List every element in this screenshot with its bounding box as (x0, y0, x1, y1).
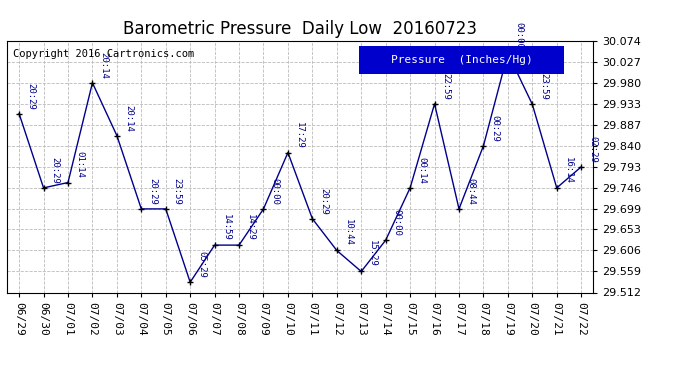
Text: 20:14: 20:14 (99, 52, 108, 79)
Text: 20:29: 20:29 (50, 157, 59, 184)
Text: 02:29: 02:29 (588, 136, 597, 163)
Text: 08:44: 08:44 (466, 178, 475, 205)
Text: 00:00: 00:00 (393, 209, 402, 236)
Text: 00:00: 00:00 (515, 22, 524, 49)
Text: 17:29: 17:29 (295, 122, 304, 148)
Text: 20:29: 20:29 (319, 188, 328, 214)
Text: Copyright 2016 Cartronics.com: Copyright 2016 Cartronics.com (13, 49, 194, 59)
Text: 14:29: 14:29 (246, 214, 255, 241)
Text: 10:44: 10:44 (344, 219, 353, 246)
Text: 16:14: 16:14 (564, 157, 573, 184)
Text: 00:14: 00:14 (417, 157, 426, 184)
Text: 22:59: 22:59 (442, 73, 451, 100)
Text: 01:14: 01:14 (75, 152, 84, 178)
Text: 23:59: 23:59 (540, 73, 549, 100)
Text: 15:29: 15:29 (368, 240, 377, 267)
Text: 00:29: 00:29 (491, 115, 500, 142)
Text: 20:14: 20:14 (124, 105, 132, 131)
Text: 20:29: 20:29 (148, 178, 157, 205)
Title: Barometric Pressure  Daily Low  20160723: Barometric Pressure Daily Low 20160723 (123, 20, 477, 38)
Text: 05:29: 05:29 (197, 251, 206, 278)
Text: 00:00: 00:00 (270, 178, 279, 205)
Text: 20:29: 20:29 (26, 82, 35, 110)
Text: 14:59: 14:59 (221, 214, 230, 241)
Text: 23:59: 23:59 (172, 178, 181, 205)
